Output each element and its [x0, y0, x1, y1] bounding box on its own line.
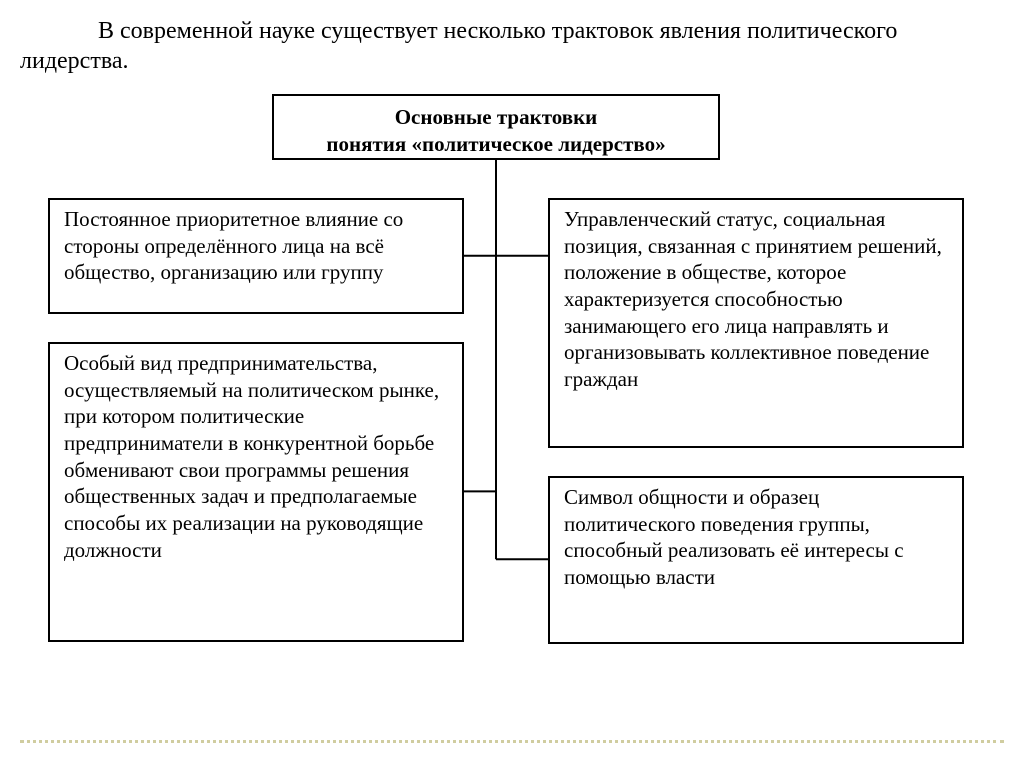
- box-right-1: Управленческий статус, социальная позици…: [548, 198, 964, 448]
- title-line-2: понятия «политическое лидерство»: [304, 131, 688, 158]
- diagram-container: Основные трактовки понятия «политическое…: [24, 94, 1000, 733]
- box-right-2: Символ общности и образец политического …: [548, 476, 964, 644]
- footer-dotted-rule: [20, 740, 1004, 743]
- box-left-2: Особый вид предпринимательства, осуществ…: [48, 342, 464, 642]
- intro-paragraph: В современной науке существует несколько…: [20, 16, 1000, 76]
- title-box: Основные трактовки понятия «политическое…: [272, 94, 720, 160]
- box-left-1: Постоянное приоритетное влияние со сторо…: [48, 198, 464, 314]
- title-line-1: Основные трактовки: [304, 104, 688, 131]
